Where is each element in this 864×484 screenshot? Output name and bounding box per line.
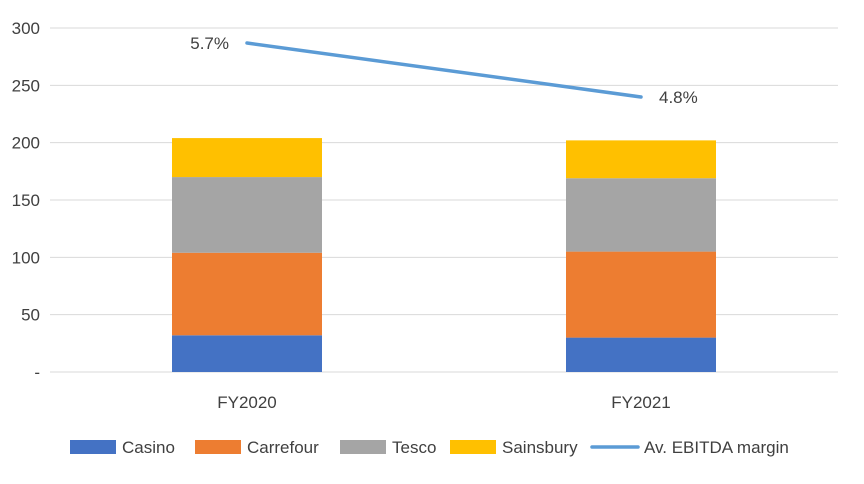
legend-label-sainsbury: Sainsbury	[502, 438, 578, 457]
legend-swatch-carrefour	[195, 440, 241, 454]
y-tick-label: -	[34, 363, 40, 382]
y-tick-label: 50	[21, 306, 40, 325]
legend-label-carrefour: Carrefour	[247, 438, 319, 457]
y-tick-label: 150	[12, 191, 40, 210]
x-category-label: FY2020	[217, 393, 277, 412]
legend-swatch-sainsbury	[450, 440, 496, 454]
bar-tesco-fy2021	[566, 178, 716, 252]
bar-carrefour-fy2020	[172, 252, 322, 336]
y-tick-label: 100	[12, 248, 40, 267]
bar-casino-fy2021	[566, 337, 716, 372]
y-tick-label: 300	[12, 19, 40, 38]
bar-casino-fy2020	[172, 335, 322, 372]
legend-label-tesco: Tesco	[392, 438, 436, 457]
legend-label-casino: Casino	[122, 438, 175, 457]
legend-label-av-ebitda-margin: Av. EBITDA margin	[644, 438, 789, 457]
y-tick-label: 250	[12, 76, 40, 95]
y-tick-label: 200	[12, 134, 40, 153]
legend-swatch-tesco	[340, 440, 386, 454]
line-ebitda-margin	[245, 41, 643, 99]
data-label-ebitda-margin: 5.7%	[190, 34, 229, 53]
bar-sainsbury-fy2020	[172, 138, 322, 178]
bar-carrefour-fy2021	[566, 251, 716, 338]
x-category-label: FY2021	[611, 393, 671, 412]
bar-sainsbury-fy2021	[566, 140, 716, 179]
bar-tesco-fy2020	[172, 177, 322, 253]
data-label-ebitda-margin: 4.8%	[659, 88, 698, 107]
legend-swatch-casino	[70, 440, 116, 454]
